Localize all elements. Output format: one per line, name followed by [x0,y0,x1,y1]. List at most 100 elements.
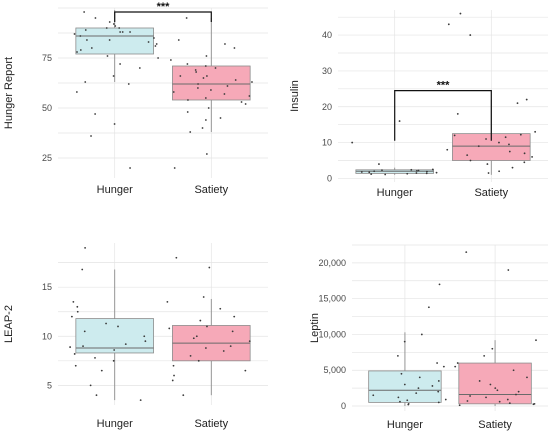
data-point [86,39,88,41]
data-point [90,135,92,137]
data-point [512,369,515,372]
data-point [425,172,428,175]
data-point [453,134,456,137]
y-tick-label: 5 [47,380,52,390]
data-point [447,23,450,26]
data-point [186,63,189,65]
chart-panel-2: 0 10 20 30 40 Insulin Hunger Satiety *** [289,10,548,199]
data-point [494,387,497,390]
significance-label: *** [437,80,451,92]
data-point [189,355,192,357]
significance-bracket [114,11,212,22]
box-satiety [172,65,251,101]
data-point [119,31,122,33]
data-point [478,380,481,382]
data-point [79,35,82,37]
data-point [420,333,423,336]
data-point [108,21,111,23]
y-axis-label: Hunger Report [3,57,15,129]
data-point [118,27,121,29]
data-point [368,171,371,174]
data-point [417,169,420,172]
data-point [168,327,171,330]
significance-bracket [394,90,492,141]
data-point [431,168,434,171]
data-point [498,400,501,403]
data-point [410,168,413,171]
data-point [202,296,205,298]
data-point [506,398,509,401]
data-point [456,362,459,364]
data-point [489,383,492,386]
data-point [83,330,86,333]
data-point [223,93,226,95]
y-tick-label: 20,000 [318,258,346,268]
x-tick-label: Hunger [377,187,413,199]
data-point [222,350,225,352]
data-point [406,399,409,402]
data-point [169,59,172,61]
data-point [84,29,87,31]
data-point [436,362,439,364]
data-point [469,395,471,397]
data-point [485,396,487,399]
data-point [491,347,494,350]
data-point [89,384,92,387]
data-point [438,283,441,286]
y-tick-label: 50 [42,103,52,113]
data-point [483,355,486,357]
data-point [435,171,438,174]
data-point [83,11,86,13]
data-point [205,153,208,155]
y-tick-label: 10,000 [318,329,346,339]
data-point [477,145,480,148]
data-point [172,364,175,367]
data-point [523,161,526,164]
data-point [208,266,211,269]
data-point [175,256,178,259]
y-tick-label: 75 [42,53,52,63]
data-point [415,172,418,174]
data-point [466,400,469,402]
data-point [192,337,195,340]
data-point [403,340,406,343]
data-point [82,345,84,347]
data-point [76,310,79,313]
y-tick-label: 15,000 [318,294,346,304]
data-point [210,89,212,91]
data-point [534,130,537,133]
data-point [157,57,159,59]
data-point [396,355,399,357]
data-point [202,77,205,79]
data-point [417,387,420,390]
data-point [139,399,142,401]
data-point [444,398,447,401]
data-point [177,39,180,41]
data-point [173,374,175,377]
y-axis-label: LEAP-2 [3,305,15,343]
data-point [117,325,119,328]
data-point [469,34,472,36]
data-point [486,163,489,165]
data-point [121,31,124,33]
data-point [485,138,487,140]
data-point [469,159,472,162]
data-point [437,380,440,382]
data-point [415,169,418,172]
y-tick-label: 40 [322,30,332,40]
y-tick-label: 25 [42,153,52,163]
data-point [498,170,501,173]
data-point [154,45,157,47]
data-point [114,25,117,27]
data-point [251,81,253,83]
significance-label: *** [157,1,171,13]
data-point [201,127,204,129]
data-point [204,347,207,349]
data-point [233,47,236,49]
data-point [231,330,234,333]
data-point [205,55,208,57]
data-point [143,335,146,338]
data-point [214,67,217,69]
data-point [84,81,87,83]
data-point [197,359,200,362]
